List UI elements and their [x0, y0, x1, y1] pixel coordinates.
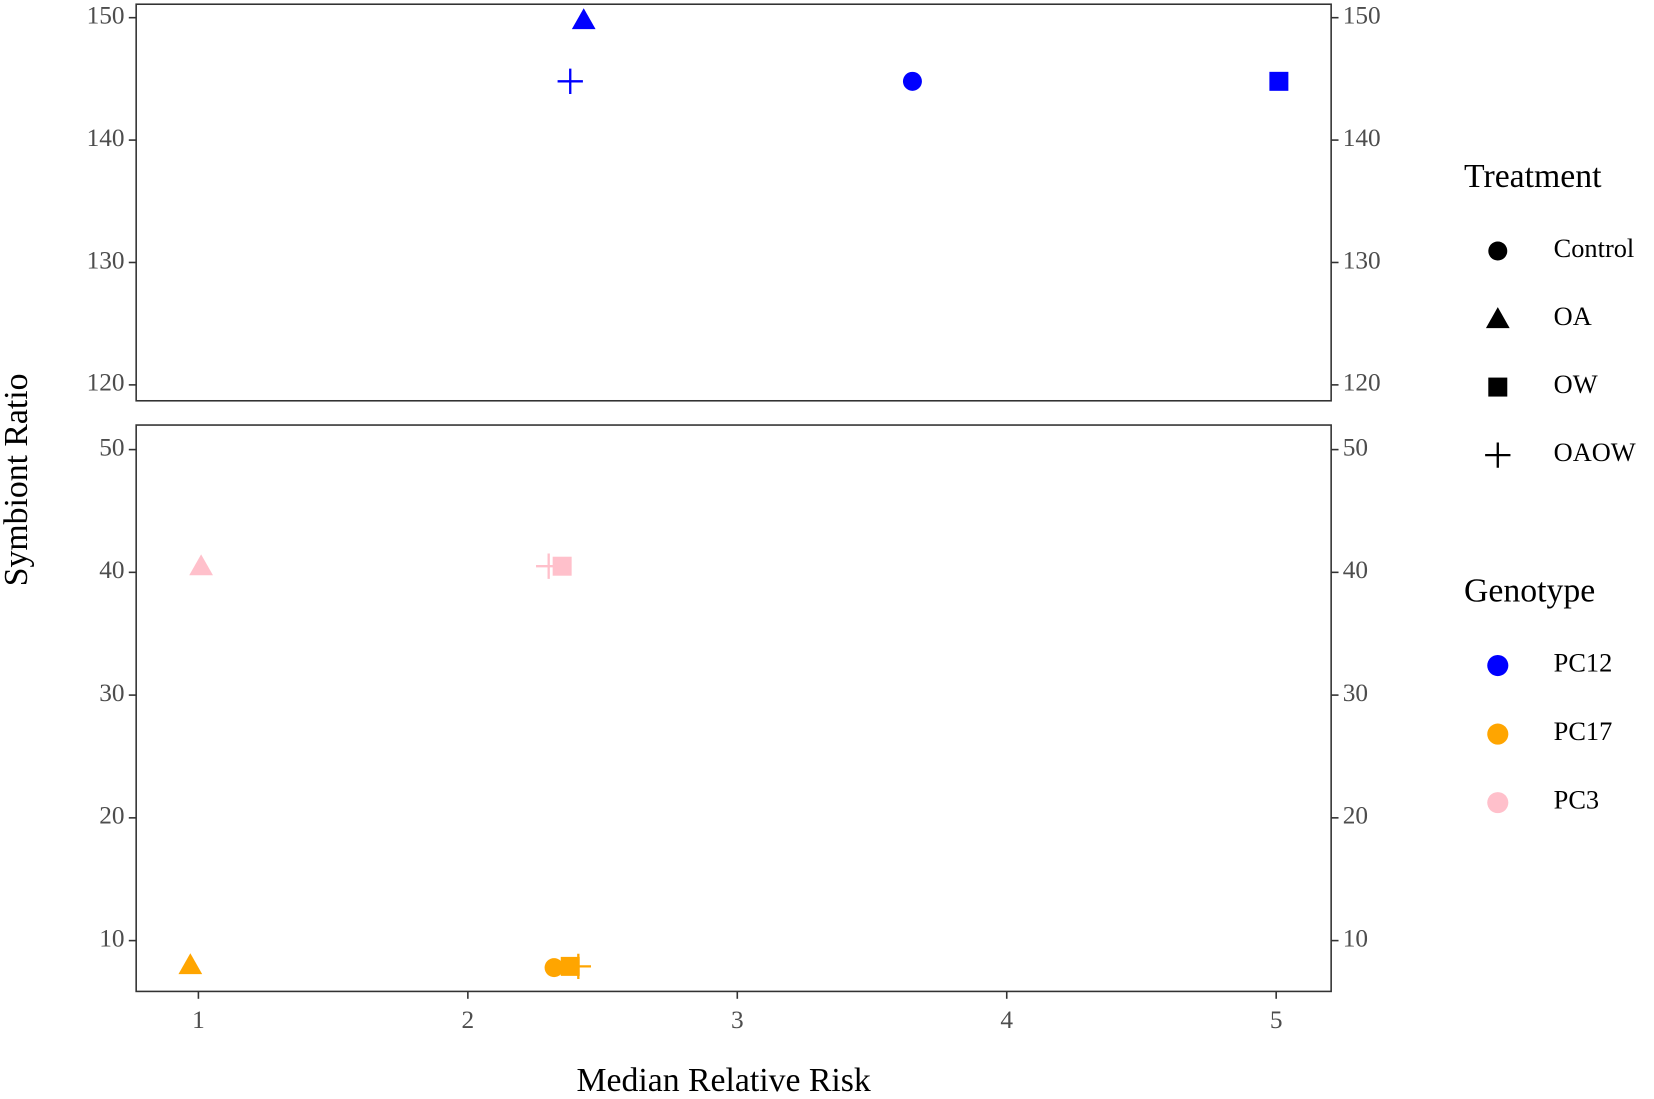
- legend-key: [1487, 792, 1509, 814]
- y-tick-label: 140: [87, 124, 125, 152]
- y-tick-label: 150: [1343, 1, 1381, 29]
- x-tick-label: 5: [1270, 1006, 1283, 1034]
- point: [1269, 71, 1289, 91]
- legend-key: [1487, 723, 1509, 745]
- legend-title: Treatment: [1464, 158, 1602, 195]
- y-tick-label: 10: [99, 924, 124, 952]
- legend-label: OW: [1554, 370, 1598, 399]
- y-tick-label: 40: [99, 556, 124, 584]
- y-tick-label: 120: [1343, 369, 1381, 397]
- y-tick-label: 130: [1343, 246, 1381, 274]
- legend-label: Control: [1554, 234, 1635, 263]
- y-tick-label: 50: [1343, 433, 1368, 461]
- y-tick-label: 20: [1343, 802, 1368, 830]
- y-tick-label: 30: [1343, 679, 1368, 707]
- point: [571, 8, 596, 30]
- legend-key: [1488, 241, 1508, 261]
- y-tick-label: 150: [87, 1, 125, 29]
- y-tick-label: 50: [99, 433, 124, 461]
- legend-label: PC17: [1554, 717, 1613, 746]
- legend-label: OA: [1554, 302, 1592, 331]
- legend-label: PC3: [1554, 786, 1599, 815]
- panel-frame: [135, 3, 1332, 402]
- y-axis-title: Symbiont Ratio: [0, 373, 35, 586]
- legend-label: OAOW: [1554, 438, 1636, 467]
- y-tick-label: 140: [1343, 124, 1381, 152]
- legend-key: [1485, 307, 1510, 329]
- point: [189, 554, 213, 576]
- y-tick-label: 20: [99, 802, 124, 830]
- x-tick-label: 3: [731, 1006, 744, 1034]
- legend-title: Genotype: [1464, 573, 1595, 610]
- point: [552, 556, 572, 576]
- panel-frame: [135, 424, 1332, 993]
- point: [557, 68, 583, 94]
- point: [178, 953, 203, 975]
- point: [902, 71, 922, 91]
- legend-key: [1487, 654, 1509, 677]
- x-tick-label: 1: [192, 1006, 205, 1034]
- y-tick-label: 120: [87, 369, 125, 397]
- y-tick-label: 30: [99, 679, 124, 707]
- y-tick-label: 130: [87, 246, 125, 274]
- x-tick-label: 4: [1000, 1006, 1013, 1034]
- legend-key: [1485, 442, 1511, 468]
- x-axis-title: Median Relative Risk: [576, 1062, 870, 1099]
- y-tick-label: 40: [1343, 556, 1368, 584]
- point: [544, 958, 564, 978]
- point: [565, 953, 591, 980]
- x-tick-label: 2: [462, 1006, 475, 1034]
- y-tick-label: 10: [1343, 924, 1368, 952]
- legend-label: PC12: [1554, 649, 1613, 678]
- legend-key: [1488, 377, 1508, 397]
